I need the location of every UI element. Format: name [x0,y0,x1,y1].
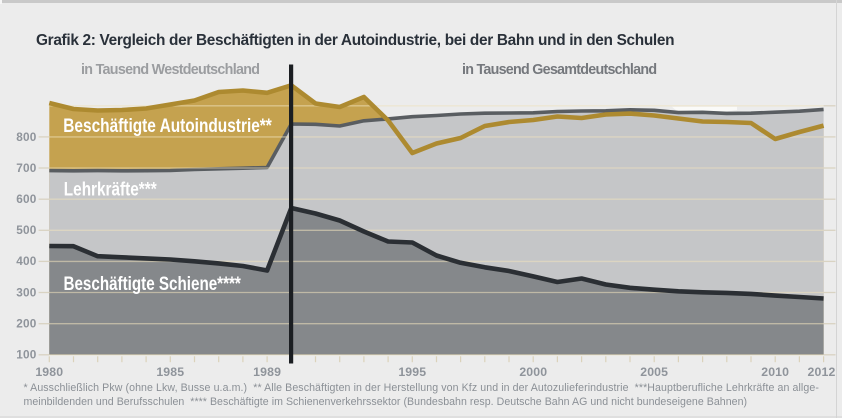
svg-text:1995: 1995 [398,365,426,379]
svg-text:700: 700 [16,161,37,175]
svg-text:1980: 1980 [35,365,63,379]
svg-text:2012: 2012 [808,365,836,379]
svg-text:Beschäftigte Schiene****: Beschäftigte Schiene**** [64,272,242,294]
svg-text:1985: 1985 [156,365,184,379]
svg-text:500: 500 [16,223,37,237]
svg-text:2000: 2000 [519,365,547,379]
svg-text:100: 100 [16,348,37,362]
svg-text:Lehrkräfte***: Lehrkräfte*** [64,178,157,200]
svg-text:2010: 2010 [761,365,789,379]
svg-text:800: 800 [16,130,37,144]
svg-text:Beschäftigte Autoindustrie**: Beschäftigte Autoindustrie** [63,114,272,136]
svg-text:300: 300 [16,285,37,299]
svg-text:2005: 2005 [640,365,668,379]
svg-text:1989: 1989 [253,365,281,379]
svg-text:600: 600 [16,192,37,206]
svg-text:200: 200 [16,317,37,331]
svg-text:400: 400 [16,254,37,268]
